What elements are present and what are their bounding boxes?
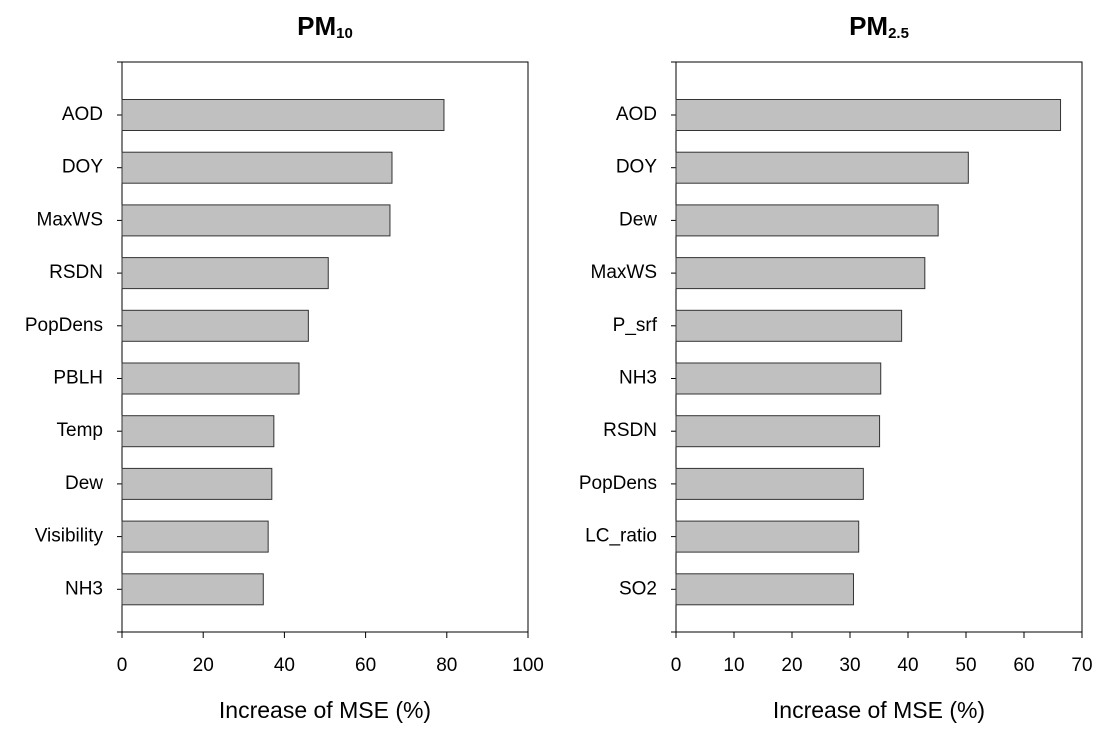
x-tick-label: 50: [955, 655, 976, 676]
x-tick-label: 40: [274, 655, 295, 676]
bar: [121, 309, 309, 342]
bar: [121, 467, 273, 500]
plot-frame: [121, 61, 529, 633]
chart-title: PM10: [297, 11, 353, 42]
bar: [121, 362, 300, 395]
bar: [121, 573, 264, 606]
y-tick-label: Temp: [57, 420, 103, 441]
y-tick-label: PopDens: [25, 315, 103, 336]
y-tick-label: SO2: [619, 578, 657, 599]
title-subscript: 10: [336, 25, 353, 42]
y-tick-label: MaxWS: [37, 209, 104, 230]
y-tick-label: P_srf: [613, 315, 658, 336]
y-tick-label: AOD: [62, 104, 103, 125]
bar: [675, 151, 969, 184]
bar: [121, 415, 275, 448]
bar: [675, 362, 882, 395]
y-tick-label: MaxWS: [591, 262, 658, 283]
x-axis-label: Increase of MSE (%): [219, 697, 431, 723]
x-tick-label: 100: [512, 655, 544, 676]
y-tick-label: PBLH: [53, 368, 103, 389]
x-tick-label: 80: [436, 655, 457, 676]
x-tick-label: 60: [1013, 655, 1034, 676]
bar: [675, 467, 864, 500]
bar: [121, 520, 269, 553]
y-tick-label: LC_ratio: [585, 526, 657, 547]
plot-frame: [675, 61, 1083, 633]
y-tick-label: DOY: [62, 157, 104, 178]
x-tick-label: 20: [193, 655, 214, 676]
x-tick-label: 10: [723, 655, 744, 676]
y-tick-label: AOD: [616, 104, 657, 125]
x-tick-label: 0: [117, 655, 128, 676]
title-subscript: 2.5: [888, 25, 909, 42]
y-tick-label: Dew: [619, 209, 657, 230]
bar: [675, 573, 854, 606]
x-tick-label: 20: [781, 655, 802, 676]
title-text: PM: [849, 11, 888, 41]
y-tick-label: NH3: [65, 578, 103, 599]
y-tick-label: Visibility: [35, 526, 104, 547]
bar: [675, 309, 903, 342]
bar: [121, 151, 393, 184]
bar: [121, 257, 329, 290]
x-tick-label: 30: [839, 655, 860, 676]
y-tick-label: Dew: [65, 473, 103, 494]
x-tick-label: 60: [355, 655, 376, 676]
y-tick-label: RSDN: [49, 262, 103, 283]
bar: [675, 204, 939, 237]
x-tick-label: 70: [1071, 655, 1092, 676]
x-tick-label: 0: [671, 655, 682, 676]
bar: [121, 99, 445, 131]
y-tick-label: PopDens: [579, 473, 657, 494]
x-tick-label: 40: [897, 655, 918, 676]
chart-title: PM2.5: [849, 11, 909, 42]
y-tick-label: NH3: [619, 368, 657, 389]
bar: [675, 257, 926, 290]
x-axis-label: Increase of MSE (%): [773, 697, 985, 723]
y-tick-label: RSDN: [603, 420, 657, 441]
bar: [675, 99, 1062, 131]
y-tick-label: DOY: [616, 157, 658, 178]
title-text: PM: [297, 11, 336, 41]
bar: [675, 415, 881, 448]
bar: [121, 204, 391, 237]
bar: [675, 520, 860, 553]
